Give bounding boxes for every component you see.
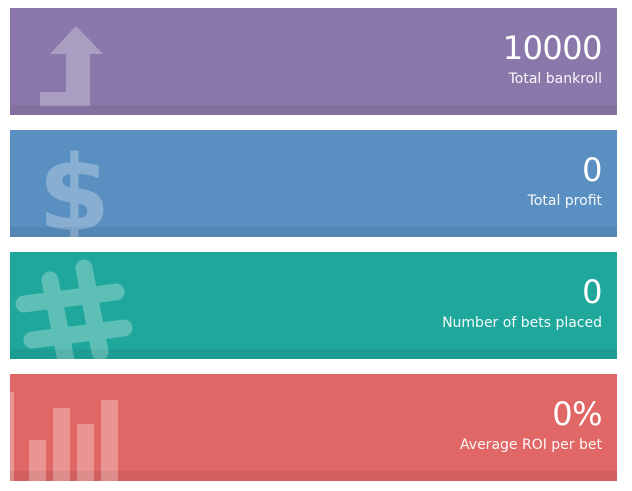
stat-value: 0 — [582, 273, 602, 311]
dollar-icon: $ — [10, 130, 150, 237]
stat-label: Total profit — [527, 193, 602, 209]
card-footer-strip — [10, 349, 617, 359]
card-footer-strip — [10, 227, 617, 237]
stat-card-profit: $ 0 Total profit — [10, 130, 617, 237]
stat-label: Number of bets placed — [442, 315, 602, 331]
dollar-icon-glyph: $ — [38, 133, 110, 237]
card-footer-strip — [10, 471, 617, 481]
card-footer-strip — [10, 105, 617, 115]
stat-label: Average ROI per bet — [460, 437, 602, 453]
hashtag-icon — [10, 252, 150, 359]
stat-card-bets: 0 Number of bets placed — [10, 252, 617, 359]
stat-card-bankroll: 10000 Total bankroll — [10, 8, 617, 115]
stat-value: 0% — [552, 395, 602, 433]
stat-value: 0 — [582, 151, 602, 189]
stat-card-roi: 0% Average ROI per bet — [10, 374, 617, 481]
stat-label: Total bankroll — [508, 71, 602, 87]
arrow-up-icon — [10, 8, 150, 115]
bar-chart-icon — [10, 374, 150, 481]
stat-value: 10000 — [502, 29, 603, 67]
